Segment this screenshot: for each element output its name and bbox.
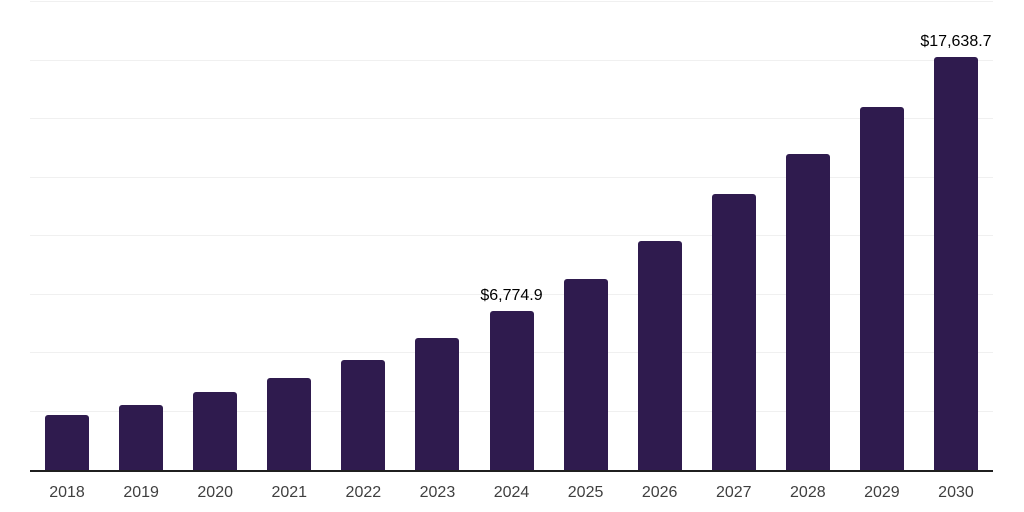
x-axis: 2018 2019 2020 2021 2022 2023 2024 2025 2026 2027… xyxy=(30,472,993,501)
bar-2026 xyxy=(637,240,682,470)
bar-series: $6,774.9 $17,638.7 xyxy=(30,2,993,470)
x-tick-2030: 2030 xyxy=(938,484,974,501)
bar-column-2028 xyxy=(771,2,845,470)
gridline-7500 xyxy=(30,293,993,295)
bar-2021 xyxy=(267,378,312,470)
gridline-15000 xyxy=(30,118,993,119)
x-tick-2027: 2027 xyxy=(715,484,752,501)
bar-value-label-2030: $17,638.7 xyxy=(920,33,992,51)
x-tick-2025: 2025 xyxy=(567,484,604,501)
bar-2029 xyxy=(859,106,904,470)
x-tick-2023: 2023 xyxy=(419,484,456,501)
gridline-20000 xyxy=(30,1,993,2)
bar-2018 xyxy=(45,414,90,470)
bar-column-2029 xyxy=(845,2,919,470)
bar-column-2021 xyxy=(252,2,326,470)
x-tick-2018: 2018 xyxy=(49,484,85,501)
plot-area: $6,774.9 $17,638.7 xyxy=(30,1,993,472)
bar-column-2025 xyxy=(549,2,623,470)
bar-column-2027 xyxy=(697,2,771,470)
gridline-10000 xyxy=(30,235,993,236)
bar-column-2026 xyxy=(623,2,697,470)
bar-2027 xyxy=(711,193,756,470)
x-tick-2020: 2020 xyxy=(197,484,233,501)
x-tick-2021: 2021 xyxy=(271,484,308,501)
bar-column-2019 xyxy=(104,2,178,470)
x-tick-2026: 2026 xyxy=(641,484,678,501)
bar-column-2022 xyxy=(326,2,400,470)
x-tick-2029: 2029 xyxy=(864,484,900,501)
bar-2019 xyxy=(119,404,164,470)
gridline-17500 xyxy=(30,59,993,61)
bar-value-label-2024: $6,774.9 xyxy=(480,287,543,305)
bar-2022 xyxy=(341,360,386,470)
x-tick-2024: 2024 xyxy=(493,484,530,501)
x-tick-2022: 2022 xyxy=(345,484,382,501)
bar-2024 xyxy=(489,311,534,470)
bar-column-2023 xyxy=(400,2,474,470)
bar-2030 xyxy=(933,57,978,470)
bar-2020 xyxy=(193,392,238,470)
gridline-12500 xyxy=(30,176,993,178)
bar-2028 xyxy=(785,154,830,470)
bar-column-2020 xyxy=(178,2,252,470)
bar-2025 xyxy=(563,279,608,470)
bar-column-2018 xyxy=(30,2,104,470)
bar-column-2030: $17,638.7 xyxy=(919,2,993,470)
x-tick-2019: 2019 xyxy=(123,484,159,501)
x-tick-2028: 2028 xyxy=(790,484,826,501)
bar-column-2024: $6,774.9 xyxy=(474,2,548,470)
bar-2023 xyxy=(415,337,460,470)
